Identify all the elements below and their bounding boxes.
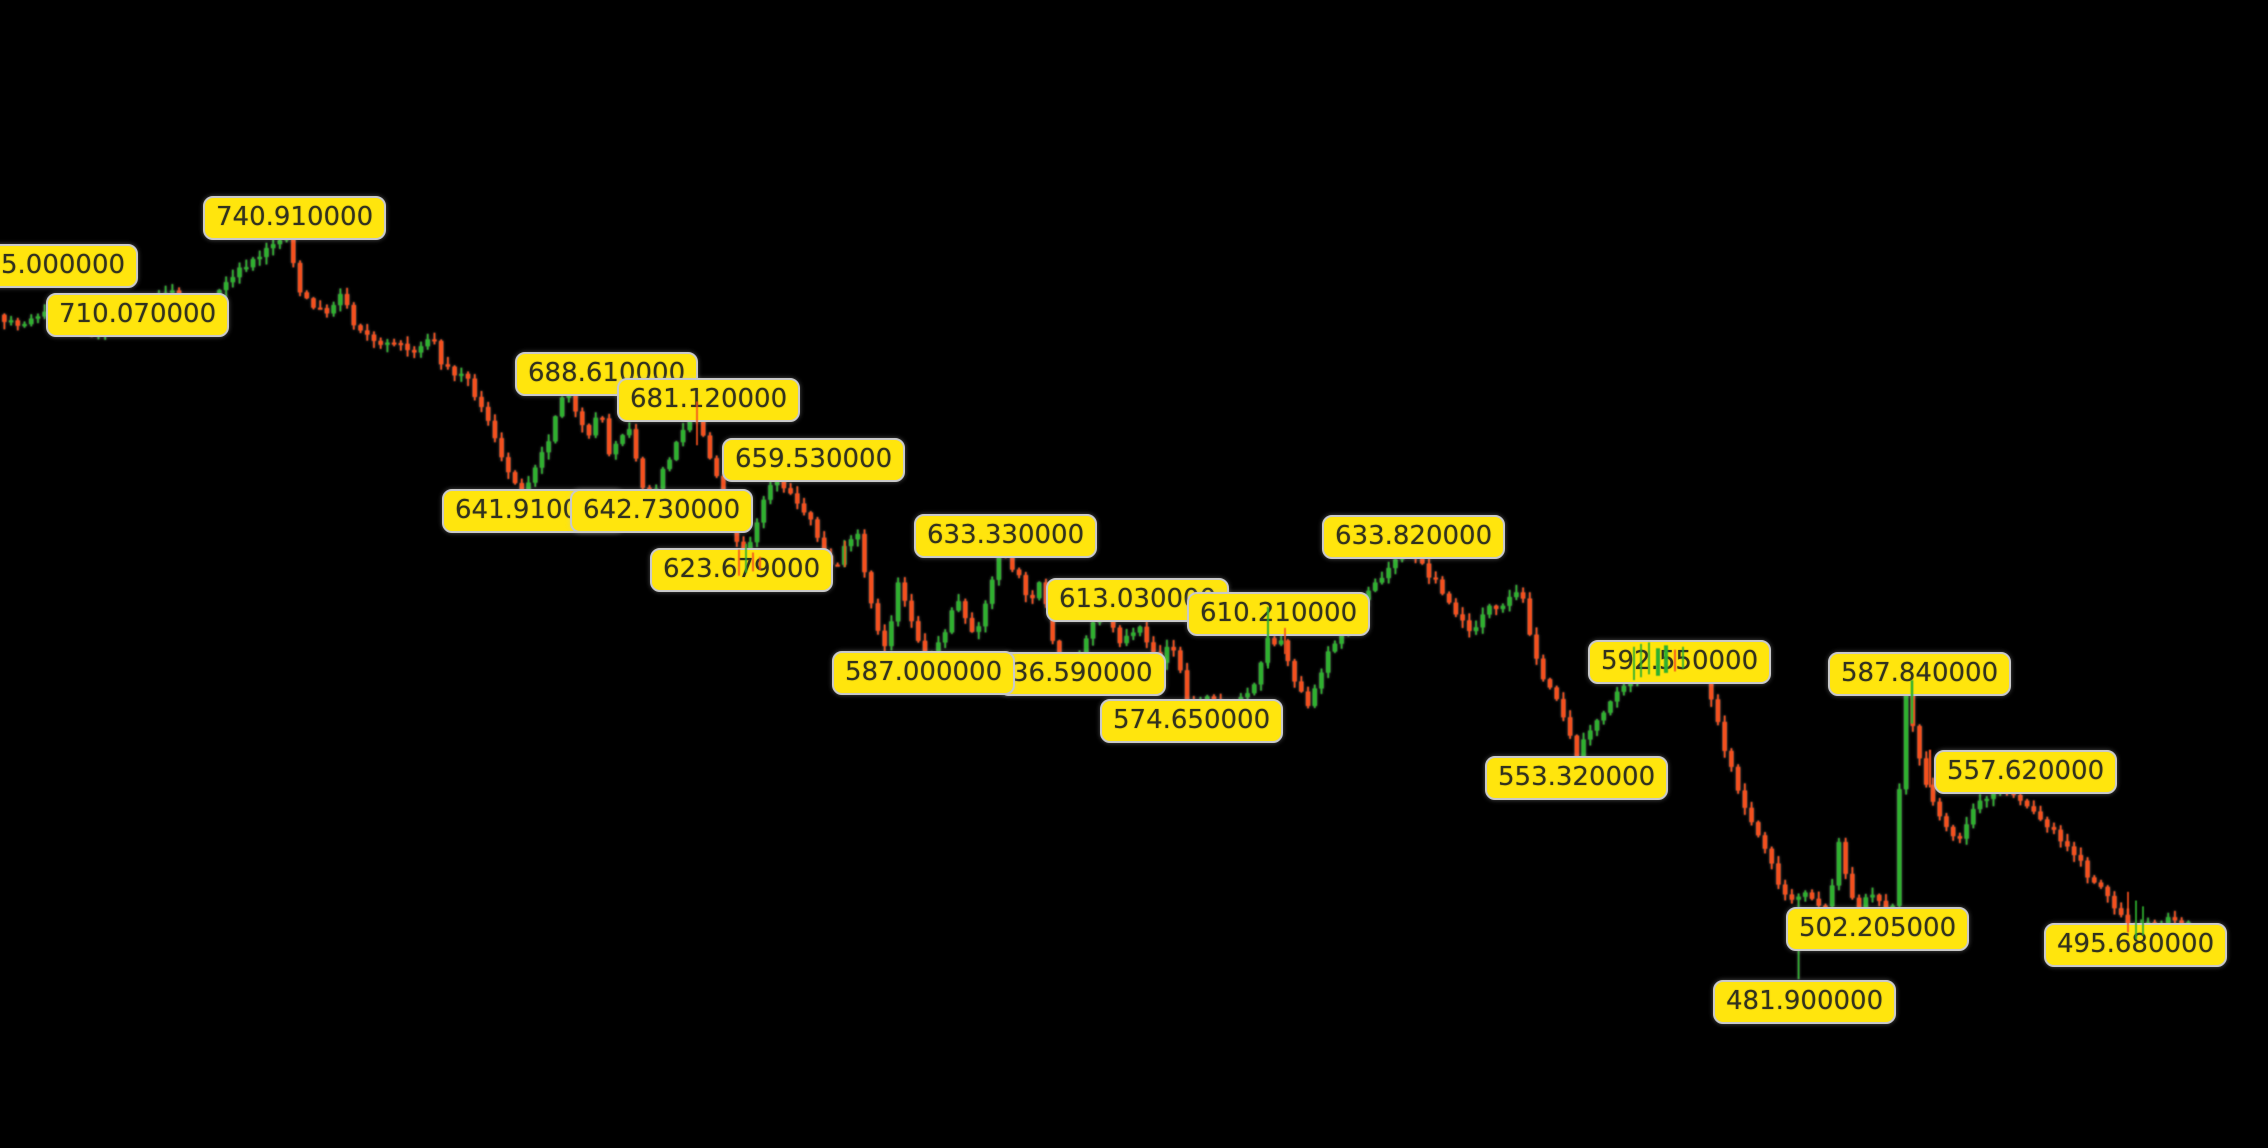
price-label: 623.679000 <box>650 548 834 592</box>
price-label: 587.840000 <box>1828 652 2012 696</box>
price-label: 610.210000 <box>1187 592 1371 636</box>
price-label: 36.590000 <box>999 652 1166 696</box>
price-label: 574.650000 <box>1100 699 1284 743</box>
price-label: 495.680000 <box>2044 923 2228 967</box>
price-label: 553.320000 <box>1485 756 1669 800</box>
price-label: 659.530000 <box>722 438 906 482</box>
price-label: 681.120000 <box>617 378 801 422</box>
price-label: 642.730000 <box>570 489 754 533</box>
price-label: 740.910000 <box>203 196 387 240</box>
price-label: 481.900000 <box>1713 980 1897 1024</box>
price-label: 587.000000 <box>832 651 1016 695</box>
price-label: 710.070000 <box>46 293 230 337</box>
price-label: 557.620000 <box>1934 750 2118 794</box>
price-label: 502.205000 <box>1786 907 1970 951</box>
price-label: 633.330000 <box>914 514 1098 558</box>
price-label: 633.820000 <box>1322 515 1506 559</box>
price-label: 592.550000 <box>1588 640 1772 684</box>
price-label: 5.000000 <box>0 244 139 288</box>
